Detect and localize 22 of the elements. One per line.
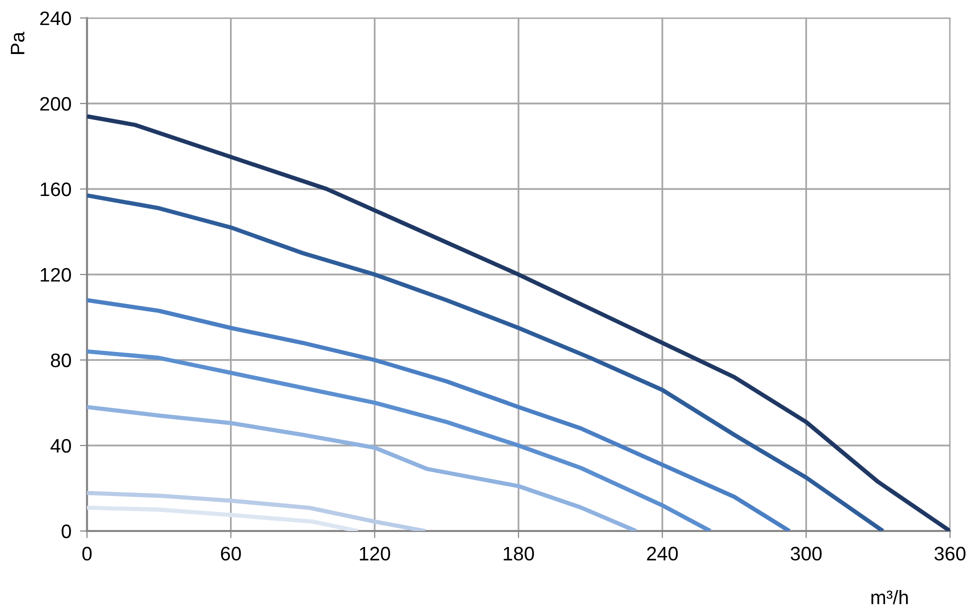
y-tick-label: 0 <box>62 524 71 538</box>
y-tick-label: 120 <box>40 268 71 282</box>
line-series <box>87 193 885 531</box>
line-series <box>87 404 638 531</box>
x-axis-title: m³/h <box>871 590 908 604</box>
x-tick-label: 0 <box>82 546 92 561</box>
y-tick-label: 160 <box>40 182 71 196</box>
x-tick-label: 180 <box>504 546 534 561</box>
x-tick-label: 60 <box>221 546 241 561</box>
line-series <box>87 490 428 531</box>
line-series <box>87 506 360 531</box>
y-tick-label: 240 <box>40 11 71 26</box>
x-tick-label: 300 <box>790 546 822 561</box>
y-tick-label: 200 <box>40 96 71 111</box>
x-tick-label: 120 <box>360 546 390 561</box>
x-tick-label: 240 <box>647 546 678 561</box>
y-axis-title: Pa <box>10 32 24 54</box>
line-series <box>87 349 712 531</box>
y-tick-label: 40 <box>50 438 71 453</box>
y-tick-label: 80 <box>50 353 71 368</box>
line-series <box>87 298 792 531</box>
x-tick-label: 360 <box>934 546 966 561</box>
